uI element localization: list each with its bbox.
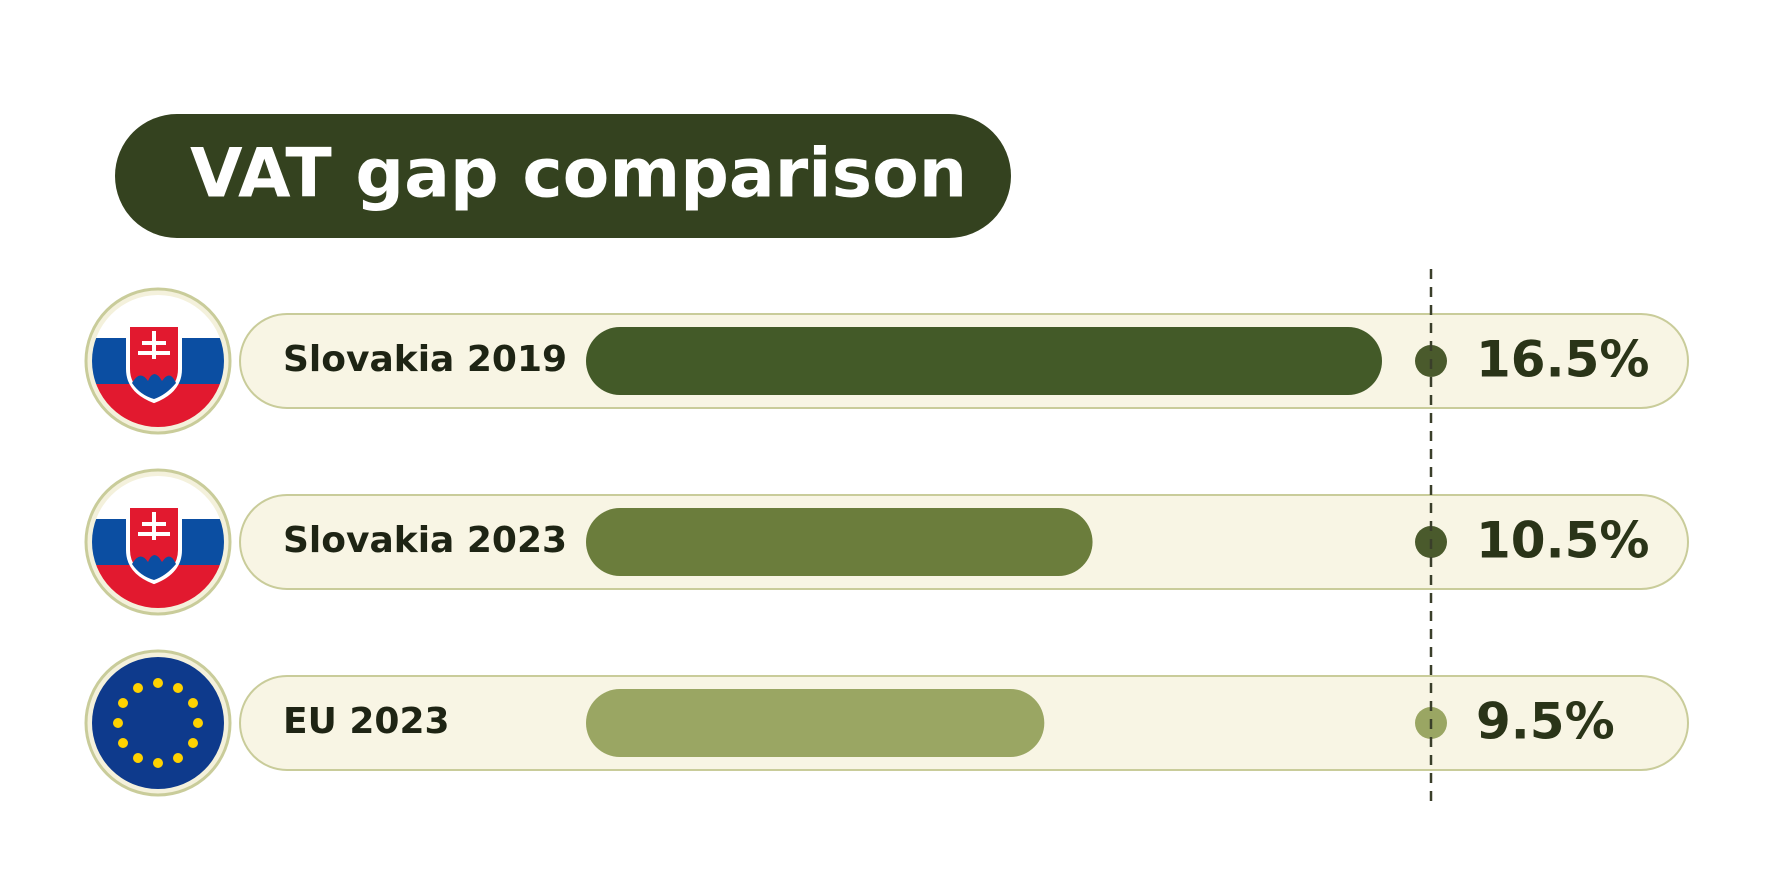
chart-title: VAT gap comparison (190, 135, 967, 214)
category-label: Slovakia 2019 (283, 339, 567, 380)
bar (586, 327, 1382, 395)
title-pill (115, 114, 1011, 238)
value-label: 16.5% (1476, 331, 1649, 389)
category-label: EU 2023 (283, 701, 450, 742)
flag-icon (86, 470, 230, 614)
bar (586, 689, 1045, 757)
flag-icon (84, 649, 232, 797)
value-label: 9.5% (1476, 693, 1615, 751)
category-label: Slovakia 2023 (283, 520, 567, 561)
value-label: 10.5% (1476, 512, 1649, 570)
bar (586, 508, 1093, 576)
flag-icon (86, 289, 230, 433)
